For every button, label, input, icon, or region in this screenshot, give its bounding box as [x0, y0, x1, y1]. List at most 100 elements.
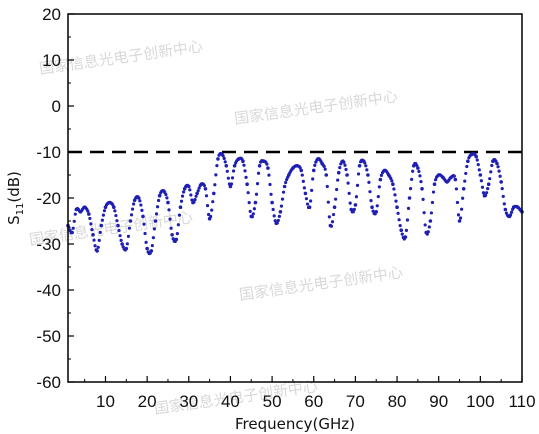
trace-dot	[355, 183, 360, 187]
watermark-text: 国家信息光电子创新中心	[233, 87, 399, 128]
trace-dot	[165, 196, 169, 200]
trace-dot	[96, 245, 100, 249]
trace-dot	[500, 187, 504, 191]
trace-dot	[164, 192, 168, 197]
trace-dot	[189, 193, 193, 197]
trace-dot	[181, 190, 186, 194]
trace-dot	[356, 172, 361, 176]
trace-dot	[230, 176, 235, 180]
trace-dot	[97, 238, 101, 243]
trace-dot	[222, 156, 226, 161]
data-point	[374, 210, 379, 214]
data-point	[112, 205, 116, 209]
data-point	[416, 166, 420, 170]
trace-dot	[256, 171, 261, 175]
trace-dot	[483, 193, 488, 197]
trace-dot	[205, 204, 210, 208]
data-point	[70, 230, 74, 235]
data-series	[66, 152, 524, 256]
data-point	[224, 164, 229, 168]
trace-dot	[327, 215, 331, 219]
trace-dot	[465, 164, 469, 169]
trace-dot	[423, 223, 427, 227]
trace-dot	[246, 191, 250, 195]
trace-dot	[336, 178, 340, 182]
x-tick-label: 20	[138, 392, 157, 411]
trace-dot	[73, 212, 77, 216]
trace-dot	[194, 194, 198, 198]
trace-dot	[396, 211, 400, 215]
trace-dot	[365, 168, 369, 172]
data-point	[149, 249, 154, 253]
trace-dot	[118, 234, 122, 238]
x-tick-label: 50	[263, 392, 282, 411]
y-tick-label: 0	[52, 97, 61, 116]
y-tick-label: 10	[42, 51, 61, 70]
data-point	[278, 210, 283, 214]
trace-dot	[421, 197, 425, 202]
trace-dot	[151, 236, 155, 240]
data-point	[253, 200, 258, 205]
data-point	[486, 182, 491, 186]
trace-dot	[93, 244, 97, 248]
trace-dot	[226, 176, 230, 180]
data-point	[324, 173, 329, 177]
trace-dot	[433, 178, 438, 182]
data-point	[453, 177, 458, 182]
trace-dot	[326, 200, 330, 204]
trace-dot	[454, 187, 458, 191]
trace-dot	[92, 238, 96, 242]
data-point	[174, 237, 179, 242]
y-tick-label: -50	[36, 327, 61, 346]
trace-dot	[497, 169, 501, 173]
trace-dot	[309, 199, 313, 203]
trace-dot	[397, 218, 401, 222]
data-point	[95, 249, 99, 253]
trace-dot	[231, 169, 236, 173]
data-point	[474, 154, 478, 159]
trace-dot	[223, 160, 227, 164]
trace-dot	[117, 228, 121, 233]
trace-dot	[329, 224, 334, 228]
x-tick-label: 30	[179, 392, 198, 411]
trace-dot	[190, 198, 194, 202]
data-point	[503, 207, 508, 212]
trace-dot	[71, 226, 75, 230]
x-tick-label: 60	[304, 392, 323, 411]
trace-dot	[498, 174, 502, 178]
data-point	[432, 182, 437, 186]
trace-dot	[277, 214, 281, 218]
trace-dot	[347, 191, 351, 195]
trace-dot	[202, 183, 207, 188]
data-point	[270, 200, 274, 205]
trace-dot	[180, 194, 185, 198]
x-tick-label: 90	[429, 392, 448, 411]
trace-dot	[271, 207, 275, 212]
trace-dot	[175, 232, 179, 236]
data-point	[311, 168, 316, 173]
x-tick-label: 40	[221, 392, 240, 411]
trace-dot	[152, 227, 157, 231]
data-point	[241, 159, 245, 163]
trace-dot	[300, 173, 304, 177]
trace-dot	[394, 199, 398, 203]
trace-dot	[254, 192, 259, 196]
watermark-text: 国家信息光电子创新中心	[238, 263, 404, 304]
data-point	[232, 164, 237, 168]
data-point	[307, 205, 312, 209]
data-point	[466, 159, 470, 163]
trace-dot	[305, 202, 310, 206]
trace-dot	[509, 210, 514, 214]
data-point	[91, 233, 95, 237]
data-point	[495, 161, 499, 166]
trace-dot	[323, 167, 327, 171]
data-point	[216, 157, 220, 161]
trace-dot	[229, 182, 234, 186]
y-tick-label: -20	[36, 189, 61, 208]
trace-dot	[508, 213, 513, 217]
x-tick-label: 10	[96, 392, 115, 411]
trace-dot	[113, 209, 117, 213]
trace-dot	[377, 185, 381, 189]
trace-dot	[348, 201, 352, 205]
trace-dot	[408, 187, 413, 191]
